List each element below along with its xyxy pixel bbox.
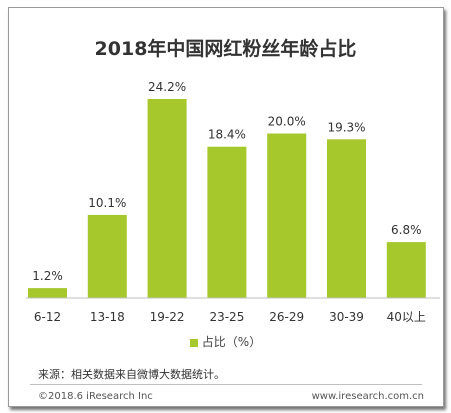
- bars-group: [28, 99, 426, 298]
- category-label: 19-22: [150, 310, 185, 324]
- data-labels-group: 1.2% 10.1% 24.2% 18.4% 20.0% 19.3% 6.8%: [32, 80, 421, 283]
- data-label: 10.1%: [88, 196, 126, 210]
- category-label: 26-29: [269, 310, 304, 324]
- bar-13-18: [87, 214, 127, 298]
- category-label: 6-12: [34, 310, 61, 324]
- data-label: 20.0%: [268, 115, 306, 129]
- bar-6-12: [28, 288, 67, 298]
- website-text: www.iresearch.com.cn: [311, 391, 424, 402]
- bar-40以上: [386, 242, 426, 298]
- chart-title: 2018年中国网红粉丝年龄占比: [94, 38, 357, 60]
- legend-swatch: [189, 338, 198, 347]
- category-label: 30-39: [329, 310, 364, 324]
- bar-30-39: [327, 139, 366, 298]
- source-note: 来源：相关数据来自微博大数据统计。: [38, 368, 225, 381]
- bar-23-25: [207, 146, 247, 298]
- data-label: 19.3%: [327, 120, 365, 134]
- category-labels-group: 6-12 13-18 19-22 23-25 26-29 30-39 40以上: [34, 310, 426, 324]
- legend-label: 占比（%）: [201, 335, 262, 349]
- category-label: 23-25: [209, 310, 244, 324]
- copyright-text: ©2018.6 iResearch Inc: [38, 391, 153, 402]
- bar-26-29: [267, 133, 307, 298]
- data-label: 18.4%: [208, 128, 246, 142]
- category-label: 40以上: [387, 310, 426, 324]
- legend: 占比（%）: [0, 333, 451, 350]
- bar-19-22: [147, 99, 187, 298]
- footer-divider: [30, 384, 422, 385]
- data-label: 6.8%: [391, 223, 422, 237]
- category-label: 13-18: [90, 310, 125, 324]
- data-label: 1.2%: [32, 269, 63, 283]
- data-label: 24.2%: [148, 80, 186, 94]
